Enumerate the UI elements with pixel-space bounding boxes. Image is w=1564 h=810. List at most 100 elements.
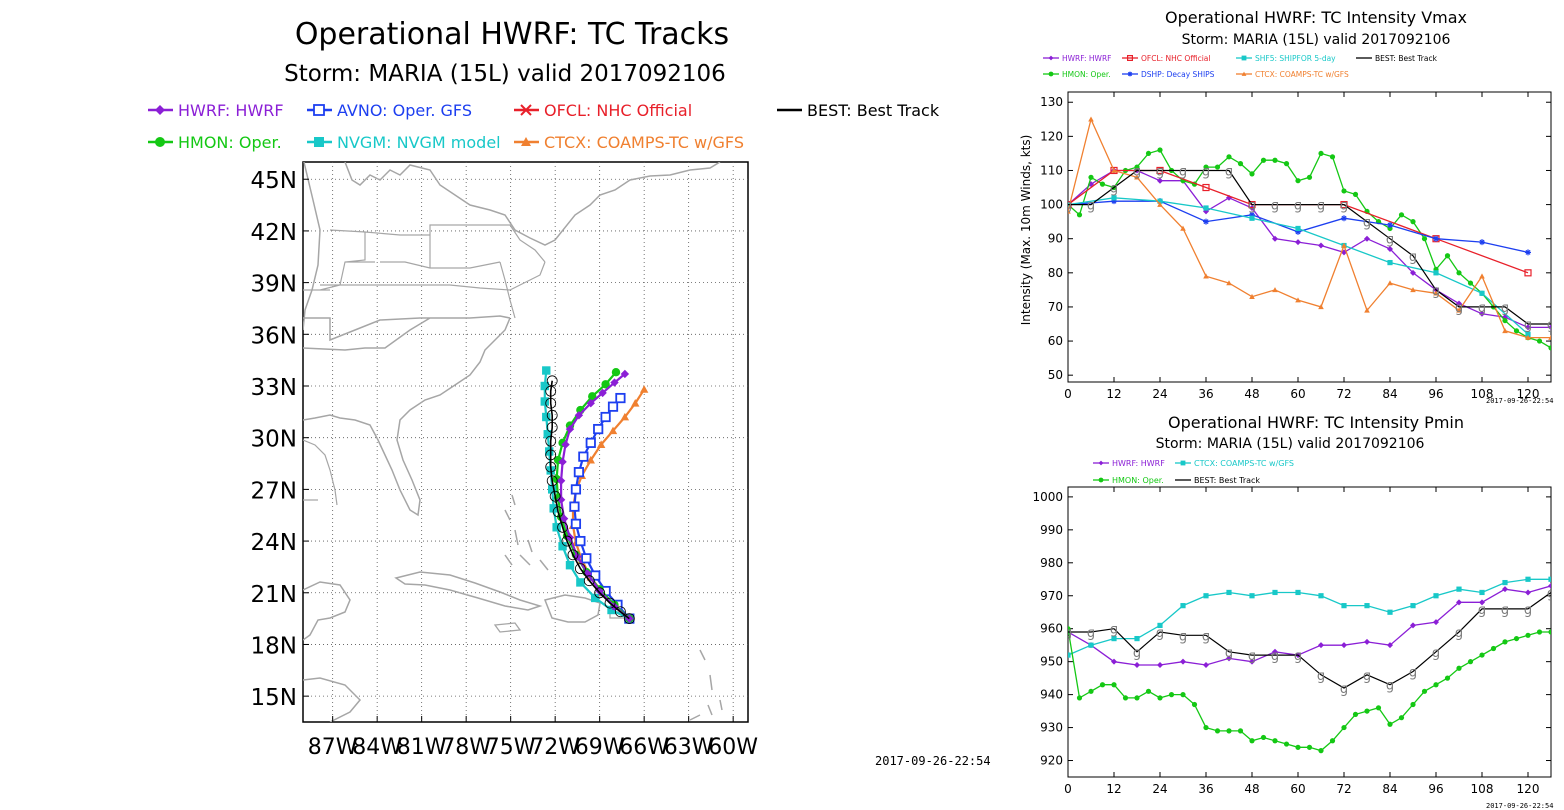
lat-label: 21N	[251, 582, 297, 608]
legend-marker	[1098, 477, 1104, 483]
series-point: ɡ	[1432, 646, 1440, 661]
series-point	[1456, 270, 1462, 276]
series-dshp-decay-ships	[1068, 198, 1531, 256]
track-point	[545, 397, 557, 409]
legend-item-nvgm-nvgm-model: NVGM: NVGM model	[307, 133, 501, 152]
series-point	[1456, 586, 1462, 592]
series-point	[1479, 599, 1485, 606]
series-point	[1134, 174, 1140, 180]
series-point: ɡ	[1432, 284, 1440, 299]
legend-label: BEST: Best Track	[1375, 54, 1438, 63]
series-point	[1456, 599, 1462, 606]
legend-label: HMON: Oper.	[178, 133, 282, 152]
track-point	[586, 399, 595, 408]
y-tick-label: 70	[1048, 300, 1063, 314]
legend-marker	[1241, 55, 1247, 61]
y-tick-label: 970	[1040, 589, 1063, 603]
legend-item-ctcx-coamps-tc-w-gfs: CTCX: COAMPS-TC w/GFS	[1175, 459, 1294, 468]
series-point	[1068, 626, 1071, 632]
series-point	[1398, 715, 1405, 721]
pmin-legend: HWRF: HWRF CTCX: COAMPS-TC w/GFS HMON: Ope…	[1093, 459, 1294, 485]
track-point	[545, 385, 557, 397]
series-point	[1318, 642, 1324, 649]
series-point	[1249, 215, 1255, 221]
series-line	[1068, 169, 1551, 329]
lat-label: 24N	[251, 530, 297, 556]
map-gridlines	[303, 162, 748, 722]
x-tick-label: 60	[1290, 782, 1305, 796]
legend-marker	[521, 137, 531, 146]
series-line	[1068, 169, 1529, 274]
legend-label: AVNO: Oper. GFS	[337, 101, 472, 120]
track-point	[545, 461, 557, 473]
series-point	[1157, 201, 1163, 207]
track-point	[545, 435, 557, 447]
x-tick-label: 12	[1106, 387, 1121, 401]
x-tick-label: 48	[1244, 782, 1259, 796]
series-point	[1479, 652, 1485, 658]
series-point	[1548, 324, 1551, 331]
series-point	[1249, 211, 1255, 218]
series-point	[1088, 642, 1094, 648]
series-point	[1272, 589, 1278, 596]
y-tick-label: 120	[1040, 129, 1063, 143]
lat-label: 27N	[251, 478, 297, 504]
series-point	[1203, 273, 1209, 279]
series-point	[1513, 328, 1520, 334]
series-point	[1088, 116, 1094, 122]
series-point	[1076, 212, 1083, 218]
series-point	[1134, 695, 1140, 701]
series-point: ɡ	[1202, 164, 1210, 179]
legend-marker	[1048, 71, 1054, 77]
legend-label: BEST: Best Track	[807, 101, 940, 120]
track-point	[601, 380, 610, 389]
x-tick-label: 36	[1198, 782, 1213, 796]
series-point	[1467, 659, 1474, 665]
x-tick-label: 0	[1064, 387, 1072, 401]
lon-label: 66W	[619, 735, 669, 760]
series-point	[1456, 307, 1462, 313]
series-point	[1111, 658, 1117, 665]
legend-marker	[1126, 54, 1133, 61]
series-point: ɡ	[1087, 199, 1095, 214]
y-tick-label: 90	[1048, 232, 1063, 246]
track-point	[607, 401, 619, 412]
legend-label: HWRF: HWRF	[178, 101, 284, 120]
series-point	[1318, 242, 1324, 249]
series-point	[1295, 297, 1301, 303]
legend-label: DSHP: Decay SHIPS	[1141, 70, 1215, 79]
series-point	[1352, 711, 1359, 717]
series-point	[1525, 589, 1531, 596]
y-tick-label: 50	[1048, 368, 1063, 382]
y-tick-label: 110	[1040, 163, 1063, 177]
legend-item-best-best-track: BEST: Best Track	[1175, 476, 1260, 485]
series-point	[1111, 198, 1117, 205]
series-line	[1068, 585, 1551, 666]
vmax-ylabel: Intensity (Max. 10m Winds, kts)	[1019, 135, 1033, 326]
series-point	[1525, 324, 1531, 331]
series-point	[1548, 582, 1551, 589]
series-point	[1364, 638, 1370, 645]
track-best-best-track	[545, 375, 635, 625]
series-point	[1272, 287, 1278, 293]
series-point: ɡ	[1501, 301, 1509, 316]
series-point: ɡ	[1547, 318, 1555, 333]
series-point	[1410, 622, 1416, 629]
legend-label: HMON: Oper.	[1062, 70, 1111, 79]
y-tick-label: 100	[1040, 198, 1063, 212]
series-point: ɡ	[1225, 164, 1233, 179]
vmax-title: Operational HWRF: TC Intensity Vmax	[1165, 8, 1467, 27]
track-point	[610, 378, 619, 387]
series-point	[1548, 629, 1551, 635]
series-point	[1341, 724, 1347, 731]
series-point	[1479, 273, 1485, 279]
series-point	[1226, 655, 1232, 662]
series-point	[1318, 150, 1324, 157]
x-tick-label: 0	[1064, 782, 1072, 796]
series-point	[1341, 215, 1347, 222]
track-point	[567, 549, 579, 561]
series-point: ɡ	[1524, 603, 1532, 618]
track-point	[611, 368, 621, 377]
series-point	[1295, 228, 1301, 235]
series-point	[1180, 658, 1186, 665]
